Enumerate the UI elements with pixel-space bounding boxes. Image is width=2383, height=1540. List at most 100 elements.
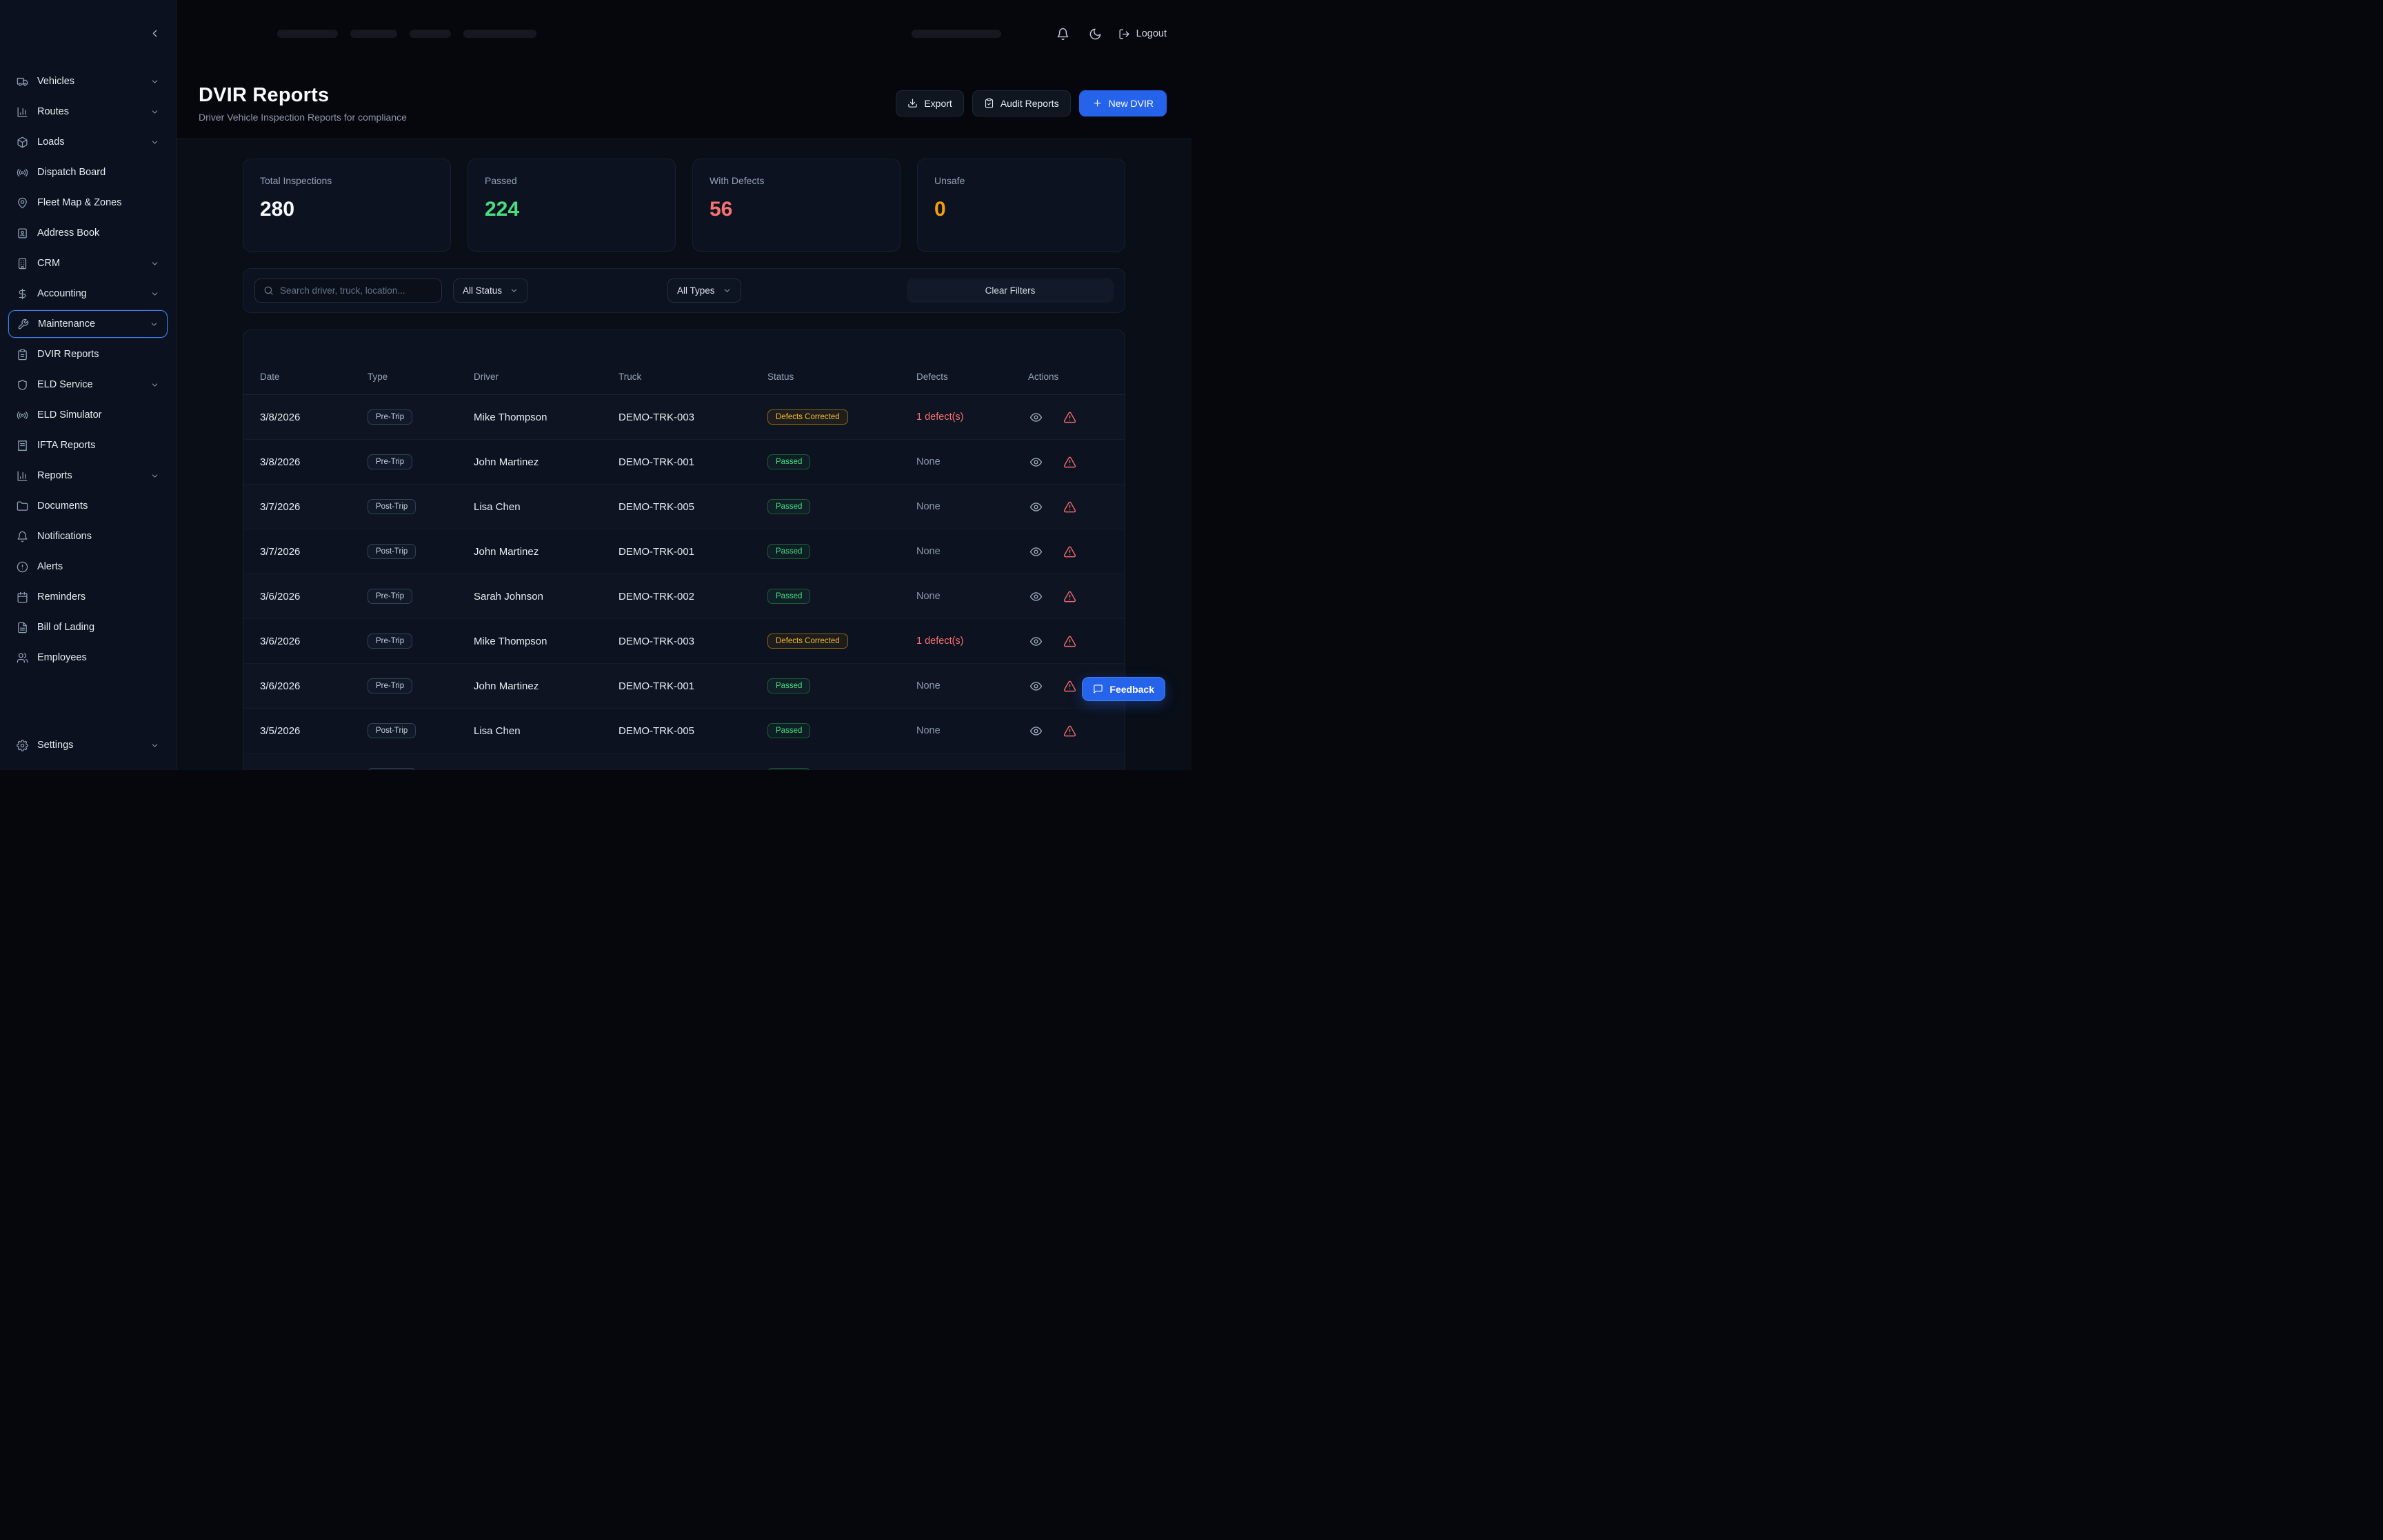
moon-icon <box>1089 28 1102 41</box>
cell-actions <box>1028 723 1108 739</box>
table-row[interactable]: 3/8/2026 Pre-Trip Mike Thompson DEMO-TRK… <box>243 395 1125 440</box>
sidebar-item-address-book[interactable]: Address Book <box>8 219 168 247</box>
type-badge: Post-Trip <box>368 768 416 770</box>
chevron-down-icon <box>510 286 519 295</box>
defect-report-button[interactable] <box>1062 454 1078 470</box>
sidebar-item-label: Routes <box>37 106 69 117</box>
redacted-block <box>463 30 536 38</box>
page-header: DVIR Reports Driver Vehicle Inspection R… <box>177 68 1192 139</box>
alert-triangle-icon <box>1063 500 1076 514</box>
table-row[interactable]: 3/8/2026 Pre-Trip John Martinez DEMO-TRK… <box>243 440 1125 485</box>
new-dvir-button[interactable]: New DVIR <box>1078 90 1167 116</box>
audit-reports-button[interactable]: Audit Reports <box>972 90 1071 116</box>
cell-driver: John Martinez <box>474 456 539 468</box>
map-pin-icon <box>17 197 28 209</box>
stat-value: 224 <box>485 198 520 221</box>
sidebar-item-accounting[interactable]: Accounting <box>8 280 168 307</box>
cell-actions <box>1028 768 1108 771</box>
dollar-icon <box>17 288 28 300</box>
defect-report-button[interactable] <box>1062 678 1078 694</box>
dark-mode-toggle[interactable] <box>1086 25 1105 43</box>
logout-button[interactable]: Logout <box>1118 28 1167 40</box>
radio-icon <box>17 409 28 421</box>
defect-report-button[interactable] <box>1062 409 1078 425</box>
cell-date: 3/6/2026 <box>260 635 301 647</box>
sidebar-item-employees[interactable]: Employees <box>8 644 168 671</box>
cell-driver: Lisa Chen <box>474 725 521 737</box>
table-row[interactable]: 3/7/2026 Post-Trip Lisa Chen DEMO-TRK-00… <box>243 485 1125 529</box>
table-row[interactable]: 3/5/2026 Post-Trip John Martinez DEMO-TR… <box>243 753 1125 770</box>
view-dvir-button[interactable] <box>1028 678 1044 694</box>
view-dvir-button[interactable] <box>1028 634 1044 649</box>
topbar: Logout <box>177 0 1192 68</box>
sidebar-item-label: Vehicles <box>37 76 75 87</box>
table-row[interactable]: 3/5/2026 Post-Trip Lisa Chen DEMO-TRK-00… <box>243 709 1125 753</box>
sidebar-item-crm[interactable]: CRM <box>8 250 168 277</box>
view-dvir-button[interactable] <box>1028 768 1044 771</box>
view-dvir-button[interactable] <box>1028 499 1044 515</box>
defect-report-button[interactable] <box>1062 768 1078 771</box>
radio-icon <box>17 167 28 179</box>
bar-chart-icon <box>17 470 28 482</box>
sidebar-item-dvir-reports[interactable]: DVIR Reports <box>8 341 168 368</box>
view-dvir-button[interactable] <box>1028 409 1044 425</box>
export-button[interactable]: Export <box>896 90 964 116</box>
table-row[interactable]: 3/6/2026 Pre-Trip Mike Thompson DEMO-TRK… <box>243 619 1125 664</box>
defect-report-button[interactable] <box>1062 589 1078 605</box>
search-input[interactable] <box>280 285 433 296</box>
collapse-sidebar-button[interactable] <box>149 28 161 39</box>
notifications-button[interactable] <box>1054 25 1072 43</box>
sidebar-item-fleet-map[interactable]: Fleet Map & Zones <box>8 189 168 216</box>
stat-label: With Defects <box>710 175 765 186</box>
sidebar-item-dispatch-board[interactable]: Dispatch Board <box>8 159 168 186</box>
cell-driver: Lisa Chen <box>474 500 521 513</box>
sidebar-item-bill-of-lading[interactable]: Bill of Lading <box>8 614 168 641</box>
stat-card-passed: Passed 224 <box>467 159 676 252</box>
view-dvir-button[interactable] <box>1028 454 1044 470</box>
alert-triangle-icon <box>1063 769 1076 771</box>
sidebar-item-eld-simulator[interactable]: ELD Simulator <box>8 401 168 429</box>
sidebar-item-routes[interactable]: Routes <box>8 98 168 125</box>
download-icon <box>907 98 918 108</box>
sidebar-item-loads[interactable]: Loads <box>8 128 168 156</box>
sidebar-item-settings[interactable]: Settings <box>8 731 168 759</box>
chevron-left-icon <box>149 28 161 39</box>
status-badge: Passed <box>767 768 811 770</box>
sidebar-item-reports[interactable]: Reports <box>8 462 168 489</box>
defect-report-button[interactable] <box>1062 723 1078 739</box>
sidebar-item-alerts[interactable]: Alerts <box>8 553 168 580</box>
cell-date: 3/6/2026 <box>260 590 301 602</box>
sidebar-item-vehicles[interactable]: Vehicles <box>8 68 168 95</box>
alert-triangle-icon <box>1063 635 1076 648</box>
view-dvir-button[interactable] <box>1028 589 1044 605</box>
status-badge: Passed <box>767 544 811 559</box>
clear-filters-button[interactable]: Clear Filters <box>907 278 1114 303</box>
table-row[interactable]: 3/6/2026 Pre-Trip Sarah Johnson DEMO-TRK… <box>243 574 1125 619</box>
type-filter-select[interactable]: All Types <box>667 278 741 303</box>
view-dvir-button[interactable] <box>1028 723 1044 739</box>
sidebar-item-maintenance[interactable]: Maintenance <box>8 310 168 338</box>
sidebar-item-ifta-reports[interactable]: IFTA Reports <box>8 432 168 459</box>
dvir-table: Date Type Driver Truck Status Defects Ac… <box>243 330 1125 770</box>
calendar-icon <box>17 591 28 603</box>
sidebar-item-label: Employees <box>37 652 87 663</box>
view-dvir-button[interactable] <box>1028 544 1044 560</box>
sidebar-item-reminders[interactable]: Reminders <box>8 583 168 611</box>
feedback-button[interactable]: Feedback <box>1082 677 1165 701</box>
page-subtitle: Driver Vehicle Inspection Reports for co… <box>199 111 407 123</box>
table-row[interactable]: 3/7/2026 Post-Trip John Martinez DEMO-TR… <box>243 529 1125 574</box>
sidebar-item-documents[interactable]: Documents <box>8 492 168 520</box>
cell-date: 3/5/2026 <box>260 770 368 771</box>
status-badge: Passed <box>767 589 811 604</box>
table-row[interactable]: 3/6/2026 Pre-Trip John Martinez DEMO-TRK… <box>243 664 1125 709</box>
sidebar-item-notifications[interactable]: Notifications <box>8 523 168 550</box>
sidebar-item-eld-service[interactable]: ELD Service <box>8 371 168 398</box>
defect-report-button[interactable] <box>1062 634 1078 649</box>
defect-report-button[interactable] <box>1062 544 1078 560</box>
truck-icon <box>17 76 28 88</box>
cell-truck: DEMO-TRK-003 <box>619 635 695 647</box>
sidebar-item-label: DVIR Reports <box>37 349 99 360</box>
status-filter-select[interactable]: All Status <box>453 278 529 303</box>
bell-icon <box>1056 28 1069 41</box>
defect-report-button[interactable] <box>1062 499 1078 515</box>
